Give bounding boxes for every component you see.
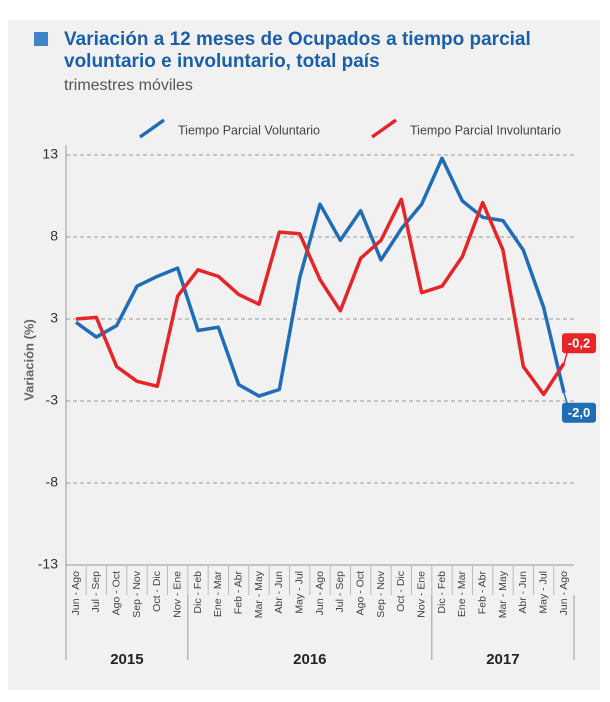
x-tick-label: Feb - Abr <box>476 570 488 614</box>
year-label: 2015 <box>110 651 143 668</box>
x-tick-label: Jul - Sep <box>334 571 346 613</box>
x-tick-label: May - Jul <box>537 571 549 614</box>
legend-label: Tiempo Parcial Voluntario <box>178 123 320 137</box>
x-tick-label: May - Jul <box>293 571 305 614</box>
x-tick-label: Sep - Nov <box>375 570 387 617</box>
x-tick-label: Ago - Oct <box>354 571 366 615</box>
x-tick-label: Mar - May <box>253 570 265 618</box>
line-series <box>75 197 566 397</box>
x-tick-label: Feb - Abr <box>232 570 244 614</box>
y-axis-label: Variación (%) <box>21 319 36 401</box>
x-tick-label: Nov - Ene <box>171 571 183 618</box>
x-tick-label: Ene - Mar <box>456 571 468 618</box>
year-label: 2017 <box>486 651 519 668</box>
y-tick-label: 3 <box>50 310 58 326</box>
data-label: -0,2 <box>568 336 590 351</box>
year-label: 2016 <box>293 651 326 668</box>
x-tick-label: Jun - Ago <box>558 571 570 616</box>
x-tick-label: Oct - Dic <box>395 571 407 612</box>
x-tick-label: Nov - Ene <box>415 571 427 618</box>
legend-icon <box>138 118 166 139</box>
y-tick-label: -8 <box>46 474 59 490</box>
chart-subtitle: trimestres móviles <box>64 77 193 94</box>
y-tick-label: 8 <box>50 228 58 244</box>
x-tick-label: Jul - Sep <box>90 571 102 613</box>
legend-icon <box>370 118 398 139</box>
chart-title: Variación a 12 meses de Ocupados a tiemp… <box>64 29 531 50</box>
title-icon <box>34 32 48 46</box>
x-tick-label: Dic - Feb <box>436 571 448 614</box>
x-tick-label: Ago - Oct <box>110 571 122 615</box>
line-series <box>74 156 566 398</box>
label-box <box>562 333 596 354</box>
x-tick-label: Dic - Feb <box>192 571 204 614</box>
x-tick-label: Jun - Ago <box>314 571 326 616</box>
y-tick-label: -13 <box>38 556 58 572</box>
x-tick-label: Abr - Jun <box>273 571 285 614</box>
label-box <box>562 402 596 423</box>
chart-title: voluntario e involuntario, total país <box>64 51 380 72</box>
x-tick-label: Abr - Jun <box>517 571 529 614</box>
x-tick-label: Ene - Mar <box>212 571 224 618</box>
y-tick-label: 13 <box>42 146 58 162</box>
data-label: -2,0 <box>568 405 590 420</box>
x-tick-label: Mar - May <box>497 570 509 618</box>
y-tick-label: -3 <box>46 392 59 408</box>
x-tick-label: Sep - Nov <box>131 570 143 617</box>
x-tick-label: Oct - Dic <box>151 571 163 612</box>
x-tick-label: Jun - Ago <box>70 571 82 616</box>
legend-label: Tiempo Parcial Involuntario <box>410 123 561 137</box>
